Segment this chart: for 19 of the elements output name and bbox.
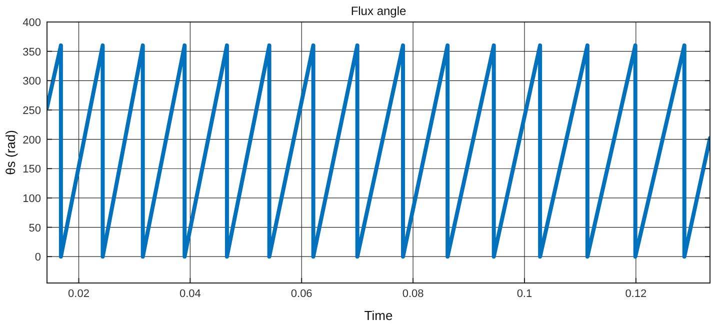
y-tick-label: 0: [34, 252, 41, 264]
x-tick-label: 0.08: [402, 288, 424, 300]
x-tick-label: 0.12: [625, 288, 647, 300]
x-tick-label: 0.06: [290, 288, 312, 300]
y-tick-label: 250: [22, 104, 41, 117]
y-tick-label: 100: [22, 192, 41, 205]
line-series: [47, 43, 710, 259]
y-tick-label: 50: [28, 222, 41, 234]
chart-title: Flux angle: [350, 4, 407, 18]
y-tick-label: 200: [22, 134, 41, 146]
y-tick-label: 300: [22, 76, 41, 88]
x-axis-title: Time: [364, 308, 393, 323]
y-tick-label: 350: [22, 46, 41, 58]
x-tick-label: 0.02: [68, 288, 90, 300]
x-tick-label: 0.1: [516, 288, 532, 300]
y-tick-label: 400: [22, 17, 41, 29]
y-axis-title: θs (rad): [3, 130, 18, 175]
y-tick-label: 150: [22, 164, 41, 176]
x-tick-label: 0.04: [179, 288, 201, 300]
